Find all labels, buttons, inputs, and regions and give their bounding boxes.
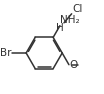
Text: H: H	[56, 23, 64, 33]
Text: O: O	[69, 60, 77, 70]
Text: Cl: Cl	[72, 4, 82, 14]
Text: NH₂: NH₂	[60, 15, 80, 25]
Text: Br: Br	[0, 48, 12, 58]
